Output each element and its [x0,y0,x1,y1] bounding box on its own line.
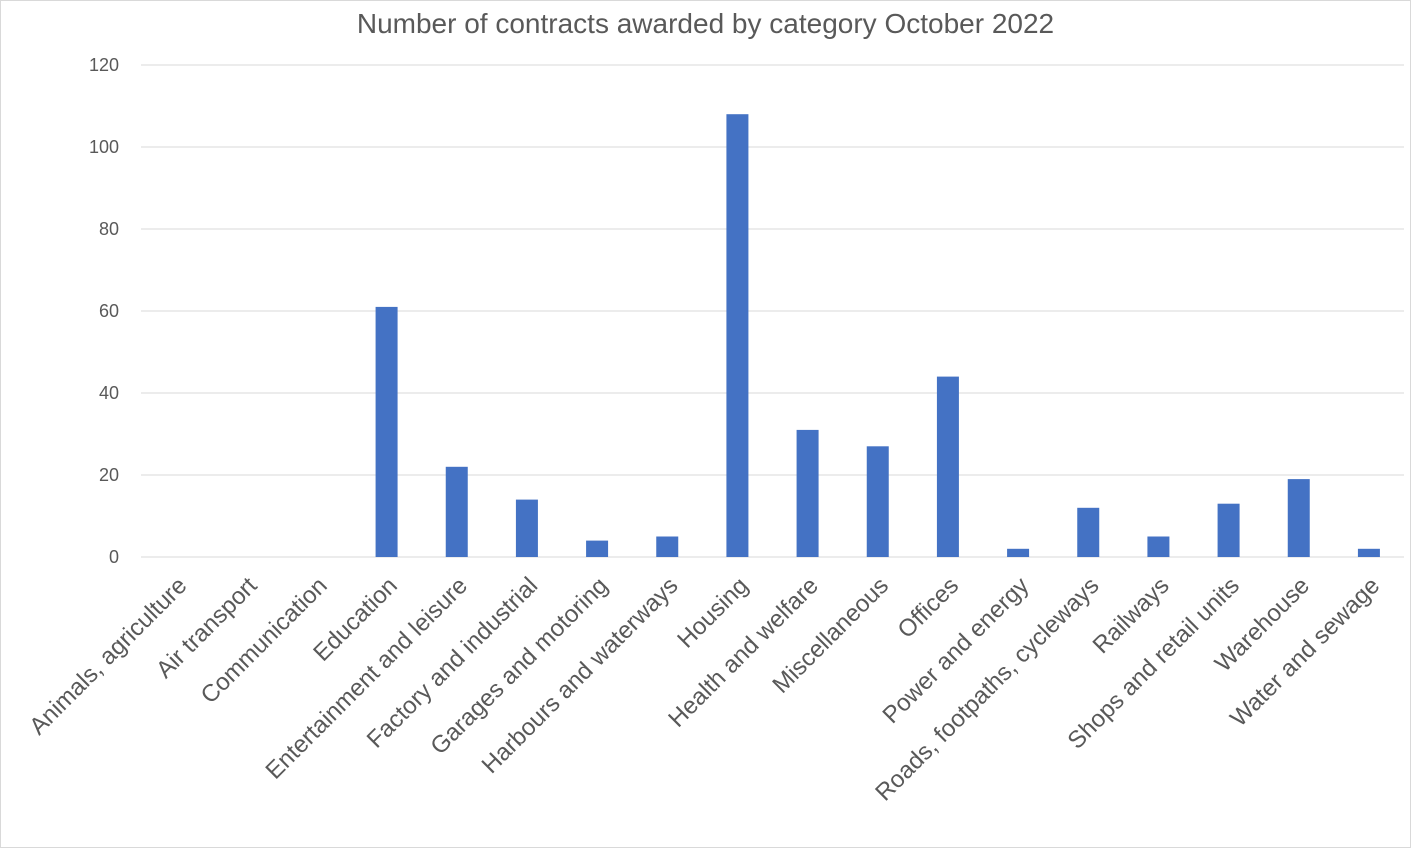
y-tick-label: 60 [99,301,119,321]
x-category-label: Communication [196,572,333,709]
y-tick-label: 80 [99,219,119,239]
y-tick-label: 0 [109,547,119,567]
bar-13 [1077,507,1100,557]
chart-title: Number of contracts awarded by category … [356,8,1055,39]
y-axis-tick-labels: 0 20 40 60 80 100 120 [89,55,119,567]
bar-9 [796,429,819,557]
bar-17 [1357,548,1380,557]
bar-4 [445,466,468,557]
bar-3 [375,306,398,557]
bar-16 [1287,479,1310,557]
bar-12 [1007,548,1030,557]
bar-7 [656,536,679,557]
bar-14 [1147,536,1170,557]
y-tick-label: 40 [99,383,119,403]
bar-6 [586,540,609,557]
bar-15 [1217,503,1240,557]
bars [375,114,1380,557]
y-tick-label: 100 [89,137,119,157]
bar-5 [515,499,538,557]
bar-8 [726,114,749,557]
bar-11 [936,376,959,557]
bar-10 [866,446,889,557]
y-tick-label: 120 [89,55,119,75]
gridlines [141,64,1404,558]
y-tick-label: 20 [99,465,119,485]
